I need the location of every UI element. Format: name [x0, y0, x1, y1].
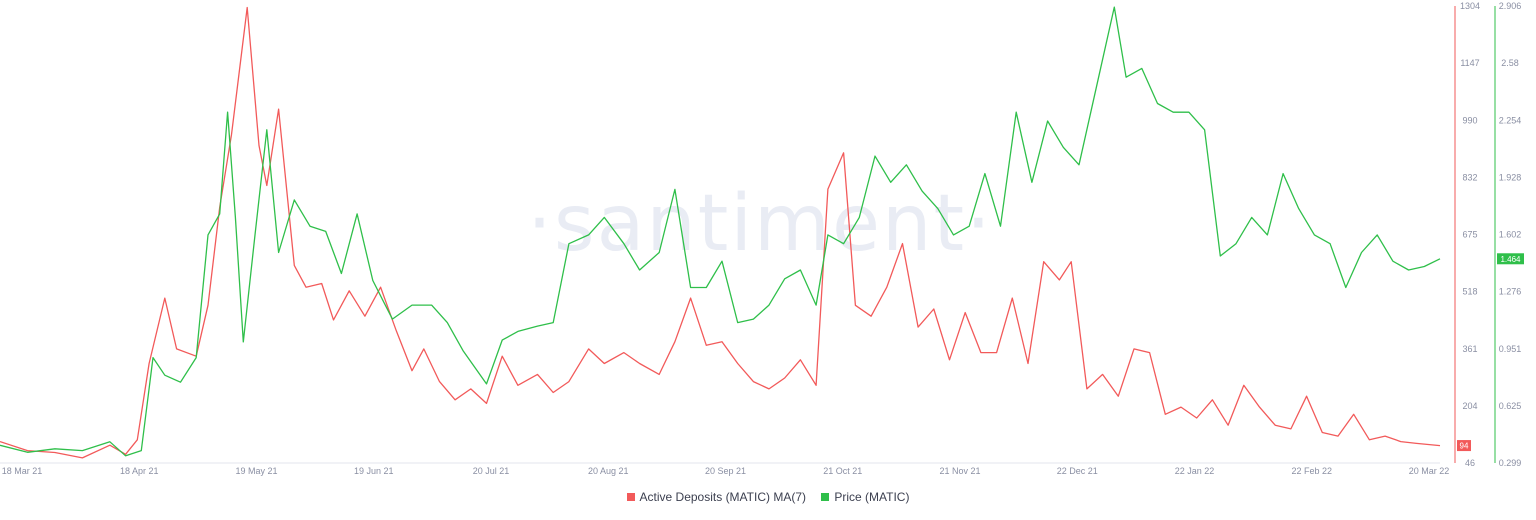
- x-tick-label: 22 Jan 22: [1175, 466, 1215, 476]
- y-right-tick-label: 2.58: [1501, 58, 1519, 68]
- last-value-price: 1.464: [1500, 255, 1521, 264]
- last-value-badge-price: [1497, 253, 1524, 265]
- x-tick-label: 20 Aug 21: [588, 466, 629, 476]
- series-line-deposits: [0, 6, 1441, 459]
- y-right-tick-label: 1.928: [1499, 172, 1522, 182]
- y-left-tick-label: 204: [1462, 401, 1477, 411]
- legend-label-price: Price (MATIC): [834, 490, 910, 504]
- x-tick-label: 20 Sep 21: [705, 466, 746, 476]
- series-group: [0, 6, 1441, 459]
- y-right-tick-label: 2.906: [1499, 1, 1522, 11]
- legend-item-price[interactable]: Price (MATIC): [821, 490, 909, 504]
- legend-item-deposits[interactable]: Active Deposits (MATIC) MA(7): [626, 490, 806, 504]
- y-right-tick-label: 0.951: [1499, 344, 1522, 354]
- x-tick-label: 19 Jun 21: [354, 466, 394, 476]
- legend-label-deposits: Active Deposits (MATIC) MA(7): [639, 490, 806, 504]
- x-tick-label: 19 May 21: [235, 466, 277, 476]
- y-left-tick-label: 675: [1462, 230, 1477, 240]
- y-right-tick-label: 0.299: [1499, 458, 1522, 468]
- x-tick-label: 21 Nov 21: [939, 466, 980, 476]
- x-tick-label: 21 Oct 21: [823, 466, 862, 476]
- x-tick-label: 22 Feb 22: [1291, 466, 1332, 476]
- y-left-tick-label: 361: [1462, 344, 1477, 354]
- axes-group: 18 Mar 21 18 Apr 21 19 May 21 19 Jun 21 20 J…: [0, 1, 1524, 476]
- series-line-price: [0, 6, 1441, 457]
- watermark-text: ·santiment·: [527, 179, 993, 269]
- x-tick-label: 18 Mar 21: [2, 466, 43, 476]
- legend: Active Deposits (MATIC) MA(7) Price (MAT…: [0, 490, 1536, 504]
- x-tick-label: 18 Apr 21: [120, 466, 159, 476]
- x-tick-label: 20 Mar 22: [1409, 466, 1450, 476]
- y-left-tick-label: 518: [1462, 287, 1477, 297]
- y-left-tick-label: 832: [1462, 172, 1477, 182]
- y-right-tick-label: 0.625: [1499, 401, 1522, 411]
- y-left-tick-label: 990: [1462, 115, 1477, 125]
- y-right-tick-label: 2.254: [1499, 115, 1522, 125]
- y-left-tick-label: 1304: [1460, 1, 1480, 11]
- last-value-deposits: 94: [1460, 442, 1469, 451]
- legend-swatch-deposits: [626, 493, 635, 501]
- y-left-tick-label: 1147: [1460, 58, 1479, 68]
- y-right-tick-label: 1.602: [1499, 230, 1522, 240]
- legend-swatch-price: [821, 493, 830, 501]
- last-value-badge-deposits: [1457, 440, 1471, 452]
- y-left-tick-label: 46: [1465, 458, 1475, 468]
- x-tick-label: 22 Dec 21: [1057, 466, 1098, 476]
- x-tick-label: 20 Jul 21: [473, 466, 510, 476]
- y-right-tick-label: 1.276: [1499, 287, 1522, 297]
